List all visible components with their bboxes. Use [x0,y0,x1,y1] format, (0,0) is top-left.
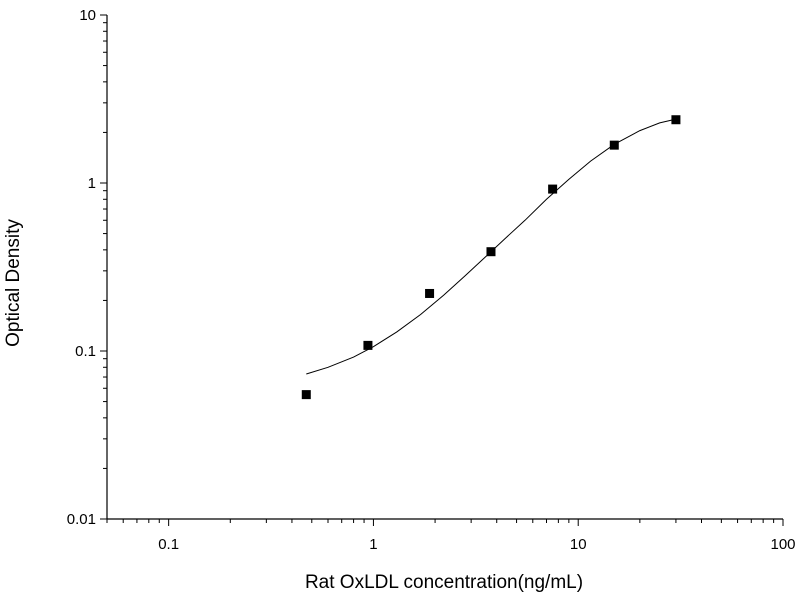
data-points [301,115,681,400]
data-point [609,140,619,150]
y-tick-label: 1 [88,175,96,192]
data-point [425,288,435,298]
data-point [671,115,681,125]
x-tick-label: 10 [570,536,587,553]
y-tick-label: 10 [79,7,96,24]
y-tick-label: 0.01 [67,511,96,528]
data-point [301,390,311,400]
x-tick-label: 100 [770,536,795,553]
ticks: 0.1 1 10 100 0.01 0.1 1 10 [67,7,796,553]
fit-curve-line [306,118,677,375]
x-tick-label: 1 [369,536,377,553]
axes [106,15,783,520]
fit-curve [306,118,677,375]
x-axis-title: Rat OxLDL concentration(ng/mL) [305,572,583,593]
y-axis-title: Optical Density [3,219,24,347]
data-point [548,184,558,194]
data-point [486,247,496,257]
x-tick-label: 0.1 [158,536,179,553]
data-point [363,340,373,350]
y-tick-label: 0.1 [75,343,96,360]
